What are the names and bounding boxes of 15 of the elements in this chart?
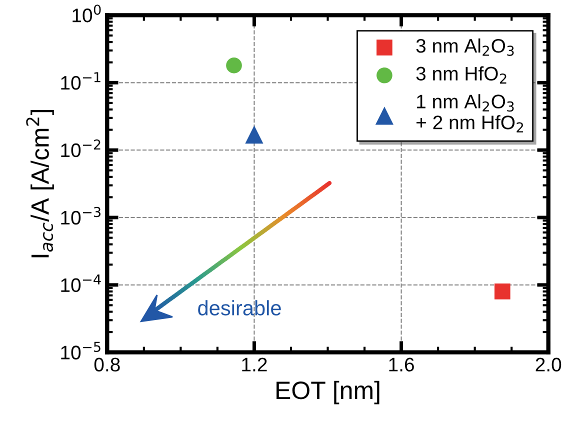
legend-label: 3 nm Al$_{2}$O$_{3}$: [416, 38, 514, 56]
legend-label: 3 nm HfO$_{2}$: [416, 66, 506, 84]
y-tick-label: 10$^{−2}$: [61, 139, 100, 158]
y-tick-label: 10$^{−4}$: [61, 274, 101, 292]
y-tick-label: 10$^{0}$: [72, 4, 101, 22]
annotation: desirable: [198, 300, 281, 316]
y-tick-label: 10$^{−1}$: [61, 72, 100, 90]
x-tick-label: 2.0: [536, 358, 562, 372]
x-tick-label: 0.8: [94, 358, 120, 372]
x-tick-label: 1.6: [389, 358, 414, 372]
x-tick-label: 1.2: [242, 358, 267, 372]
y-tick-label: 10$^{−3}$: [61, 206, 100, 225]
y-axis-title: I$_{acc}$/A [A/cm$^{2}$]: [26, 110, 54, 258]
legend-label: 1 nm Al$_{2}$O$_{3}$ + 2 nm HfO$_{2}$: [416, 94, 523, 132]
x-axis-title: EOT [nm]: [276, 380, 380, 404]
